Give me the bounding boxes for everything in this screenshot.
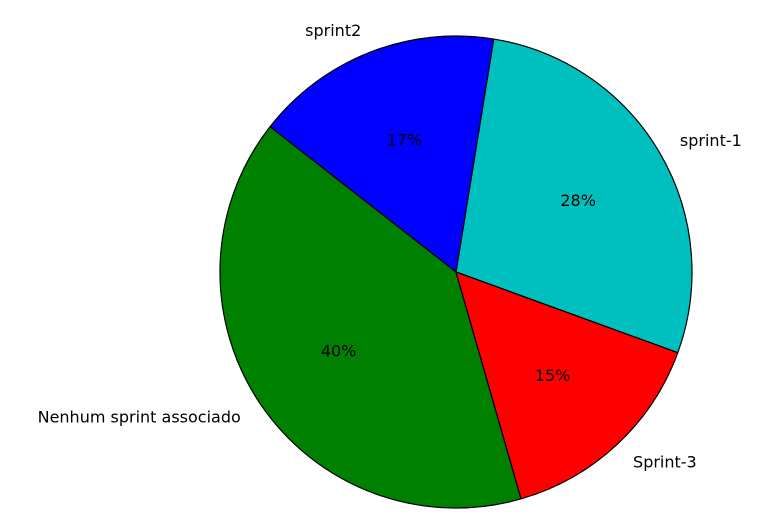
- pie-pct-label-sprint2: 17%: [387, 131, 423, 150]
- pie-pct-label-sprint-3: 15%: [535, 366, 571, 385]
- pie-slice-nenhum-sprint-associado: [219, 126, 522, 509]
- pie-slice-sprint2: [269, 35, 495, 273]
- pie-slice-sprint-3: [455, 271, 679, 500]
- pie-slice-sprint-1: [455, 38, 693, 354]
- pie-slice-label-sprint-1: sprint-1: [680, 131, 742, 150]
- pie-slice-label-sprint-3: Sprint-3: [633, 452, 697, 471]
- pie-pct-label-sprint-1: 28%: [560, 191, 596, 210]
- pie-labels: 28% sprint-1 17% sprint2 40% Nenhum sprint as…: [38, 21, 742, 472]
- pie-pct-label-nenhum-sprint-associado: 40%: [321, 342, 357, 361]
- pie-slice-label-nenhum-sprint-associado: Nenhum sprint associado: [38, 408, 241, 427]
- pie-slice-label-sprint2: sprint2: [305, 21, 361, 40]
- pie-slices: [219, 35, 693, 509]
